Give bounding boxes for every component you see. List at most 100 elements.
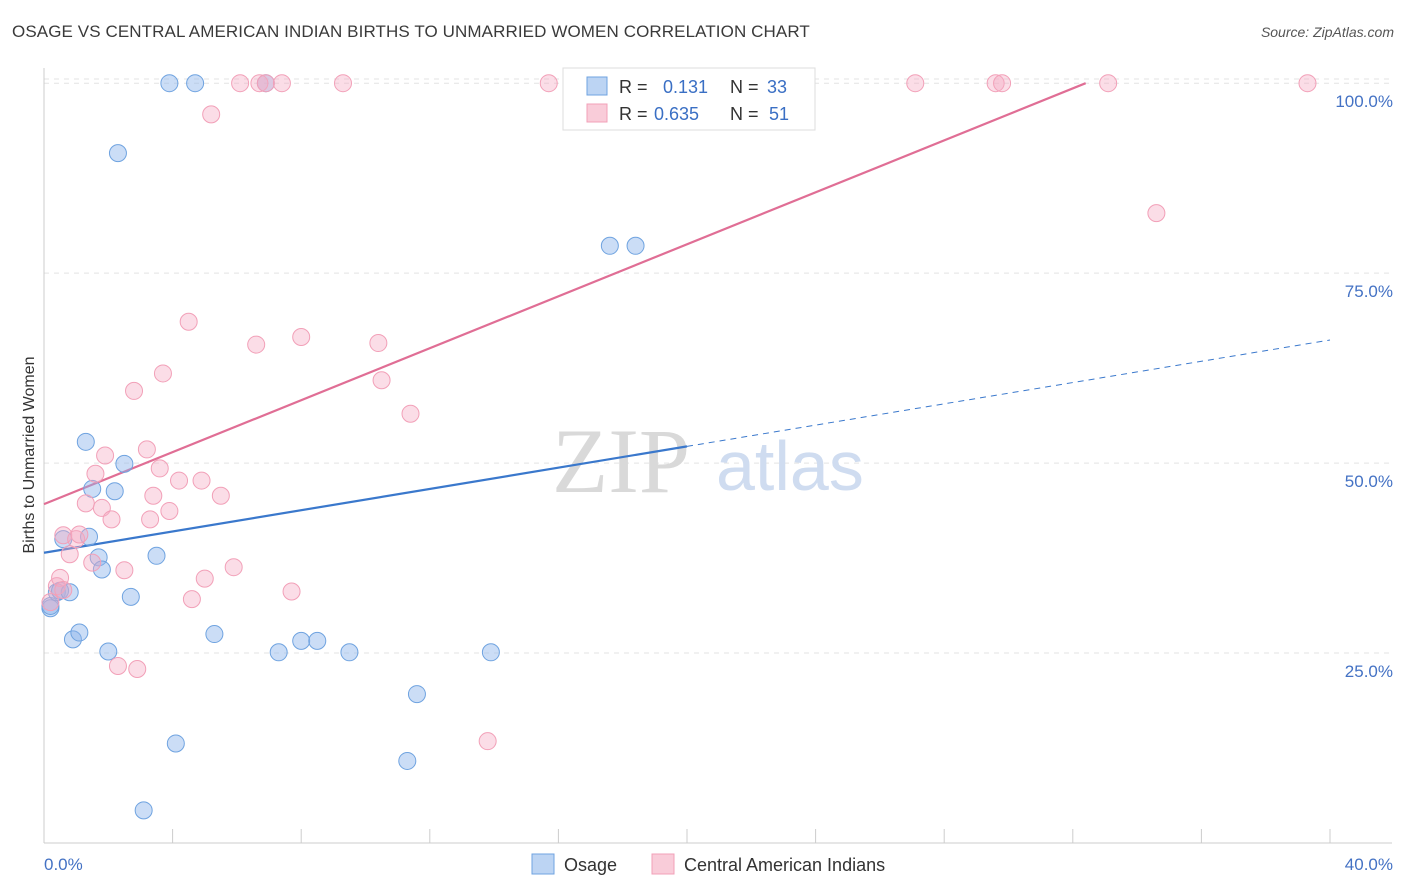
central-point-2 [51,568,70,587]
central-point-18 [137,440,156,459]
y-tick-label-50: 50.0% [1345,472,1393,491]
chart-title: OSAGE VS CENTRAL AMERICAN INDIAN BIRTHS … [12,22,810,41]
central-point-34 [250,74,269,93]
central-trend-line [43,82,1087,506]
central-point-22 [153,364,172,383]
central-point-26 [182,590,201,609]
central-point-46 [986,74,1005,93]
central-point-33 [247,335,266,354]
central-point-48 [1099,74,1118,93]
central-point-31 [224,558,243,577]
osage-point-30 [398,751,417,770]
central-point-23 [160,501,179,520]
y-tick-label-25: 25.0% [1345,662,1393,681]
central-point-9 [83,553,102,572]
osage-point-28 [340,643,359,662]
osage-point-33 [626,236,645,255]
central-point-29 [202,105,221,124]
central-point-13 [102,510,121,529]
central-point-43 [478,732,497,751]
legend-n-value-osage: 33 [767,77,787,97]
legend-swatch-central [586,103,608,123]
central-point-30 [211,486,230,505]
osage-point-22 [186,74,205,93]
watermark-zip: ZIP [552,410,690,512]
central-point-25 [179,312,198,331]
bottom-legend-swatch-central [651,853,675,875]
bottom-legend-label-osage: Osage [564,855,617,875]
trend-lines [43,82,1331,554]
osage-point-27 [308,631,327,650]
legend-top: R = 0.131 N = 33 R = 0.635 N = 51 [562,67,816,131]
central-point-44 [539,74,558,93]
central-point-12 [96,446,115,465]
central-point-39 [333,74,352,93]
osage-point-17 [121,587,140,606]
central-point-7 [70,525,89,544]
osage-point-13 [99,642,118,661]
osage-point-23 [205,625,224,644]
osage-point-8 [76,432,95,451]
legend-n-label-osage: N = [730,77,759,97]
osage-point-29 [407,685,426,704]
central-point-19 [141,510,160,529]
central-point-21 [150,459,169,478]
central-point-14 [108,656,127,675]
central-point-17 [128,660,147,679]
data-points [41,74,1317,820]
watermark: ZIP atlas [552,410,864,512]
y-tick-label-75: 75.0% [1345,282,1393,301]
central-point-38 [292,327,311,346]
osage-point-14 [105,482,124,501]
legend-r-label-osage: R = [619,77,648,97]
central-point-8 [76,494,95,513]
osage-point-7 [70,623,89,642]
central-point-3 [54,580,73,599]
central-point-27 [192,471,211,490]
central-point-28 [195,569,214,588]
bottom-legend-label-central: Central American Indians [684,855,885,875]
x-tick-label-end: 40.0% [1345,855,1393,874]
central-point-50 [1298,74,1317,93]
osage-point-26 [292,631,311,650]
central-point-15 [115,561,134,580]
central-point-36 [272,74,291,93]
central-point-10 [86,464,105,483]
osage-point-21 [166,734,185,753]
osage-point-19 [147,546,166,565]
osage-trend-line [43,445,688,554]
central-point-41 [372,371,391,390]
legend-swatch-osage [586,76,608,96]
central-point-45 [906,74,925,93]
central-point-0 [41,593,60,612]
central-point-35 [256,74,275,93]
legend-n-value-central: 51 [769,104,789,124]
y-tick-label-100: 100.0% [1335,92,1393,111]
central-point-47 [993,74,1012,93]
osage-point-12 [92,560,111,579]
central-point-20 [144,486,163,505]
osage-point-6 [63,630,82,649]
grid-lines [44,78,1392,654]
osage-point-31 [481,643,500,662]
central-point-37 [282,582,301,601]
central-point-32 [231,74,250,93]
legend-r-value-central: 0.635 [654,104,699,124]
osage-point-16 [115,454,134,473]
osage-trend-extension [686,339,1331,447]
central-point-40 [369,334,388,353]
central-point-24 [170,471,189,490]
osage-point-20 [160,74,179,93]
x-tick-labels: 0.0% 40.0% [44,855,1393,874]
central-point-42 [401,404,420,423]
x-tick-label-start: 0.0% [44,855,83,874]
osage-point-18 [134,801,153,820]
osage-point-32 [600,236,619,255]
central-point-5 [60,545,79,564]
central-point-16 [125,381,144,400]
axes [43,68,1392,844]
watermark-atlas: atlas [716,427,864,505]
osage-point-15 [108,144,127,163]
y-tick-labels: 25.0% 50.0% 75.0% 100.0% [1335,92,1393,681]
